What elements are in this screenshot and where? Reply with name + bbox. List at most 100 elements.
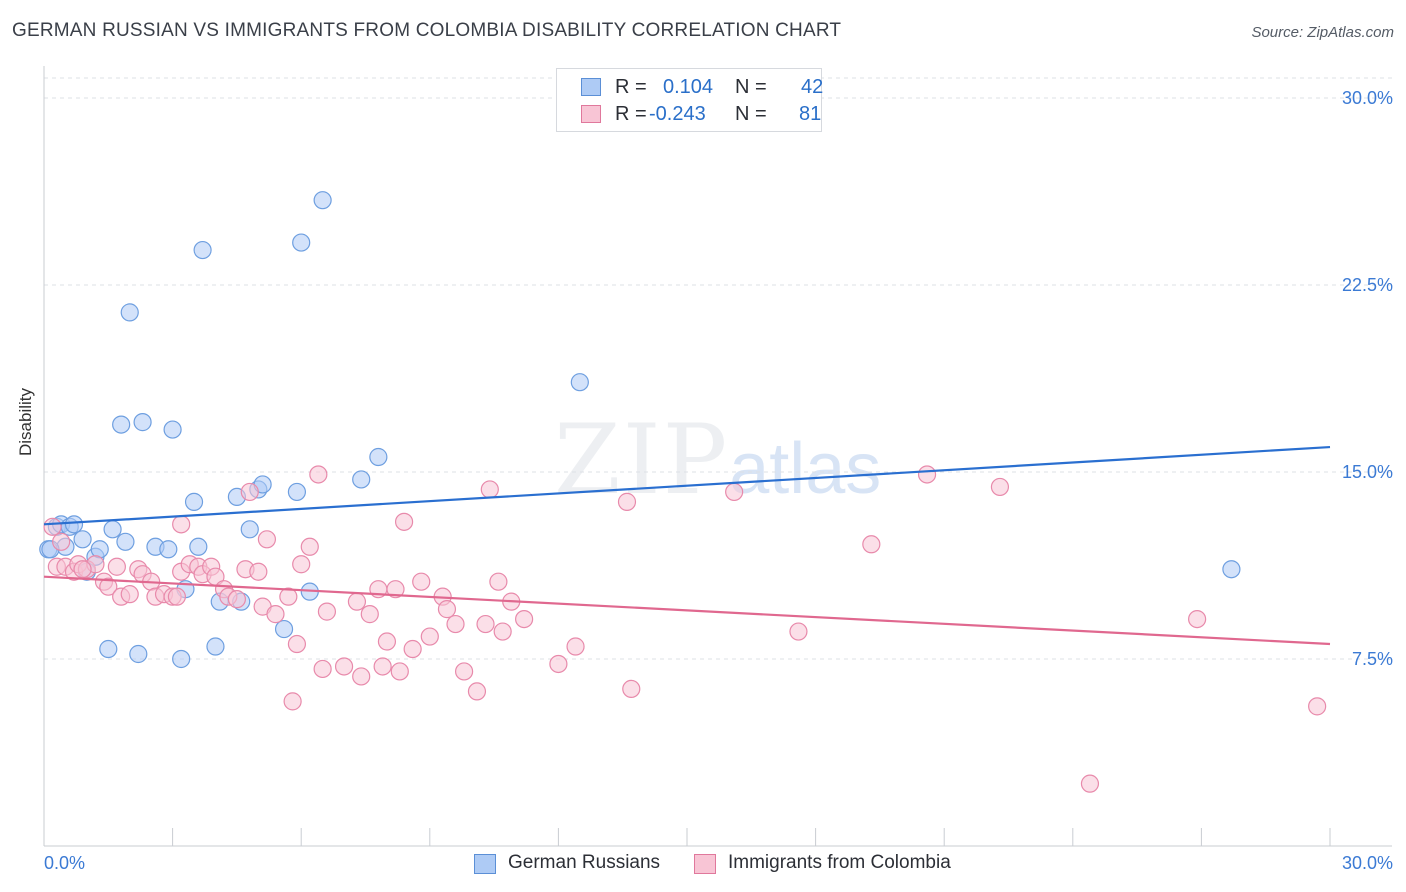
german-russian-point [240, 520, 259, 539]
watermark: ZIPatlas [554, 404, 881, 516]
legend-swatch-pink [581, 105, 601, 123]
german-russian-point [120, 303, 139, 322]
colombia-point [279, 587, 298, 606]
colombia-point [107, 557, 126, 576]
german-russian-point [1222, 560, 1241, 579]
german-russian-point [570, 373, 589, 392]
bottom-legend-swatch-blue [474, 854, 496, 874]
legend-n-label: N = [735, 76, 767, 98]
colombia-point [493, 622, 512, 641]
colombia-point [287, 634, 307, 654]
german-russian-point [133, 413, 152, 432]
legend-swatch-blue [581, 78, 601, 96]
german-russian-point [369, 447, 388, 467]
german-russian-point [64, 515, 84, 534]
german-russian-point [103, 520, 122, 539]
colombia-point [309, 465, 328, 484]
bottom-legend-swatch-pink [694, 854, 716, 874]
colombia-point [240, 482, 259, 502]
colombia-point [467, 682, 487, 701]
x-tick-label-max: 30.0% [1342, 853, 1393, 873]
colombia-point [172, 515, 191, 534]
colombia-point [317, 602, 337, 621]
legend-r-label: R = [615, 76, 647, 98]
colombia-point [266, 605, 285, 624]
german-russian-point [184, 492, 204, 511]
legend-n-value: 42 [801, 76, 824, 98]
colombia-point [549, 654, 568, 674]
german-russian-point [129, 644, 148, 664]
colombia-point [990, 477, 1010, 497]
german-russian-point [73, 530, 92, 549]
colombia-point [52, 532, 71, 551]
german-russian-point [206, 637, 225, 656]
legend-r-label: R = [615, 103, 647, 125]
y-tick-label: 15.0% [1342, 462, 1393, 482]
colombia-point [515, 609, 534, 629]
legend-n-label: N = [735, 103, 767, 125]
german-russian-point [292, 233, 311, 252]
colombia-point [292, 555, 311, 574]
german-russian-point [99, 639, 118, 659]
colombia-point [313, 659, 332, 679]
german-russian-point [189, 537, 208, 556]
colombia-point [617, 492, 637, 511]
german-russian-point [163, 420, 182, 439]
german-russian-point [112, 415, 131, 434]
colombia-point [394, 512, 414, 531]
german-russian-point [90, 540, 109, 559]
colombia-point [257, 530, 277, 549]
colombia-point [566, 637, 585, 656]
colombia-point [403, 639, 422, 659]
colombia-point [167, 587, 186, 606]
colombia-point [334, 657, 354, 676]
colombia-point [347, 592, 367, 611]
colombia-point [373, 657, 392, 676]
colombia-point [99, 577, 118, 596]
legend-r-value: 0.104 [663, 76, 714, 98]
legend-n-value: 81 [799, 103, 822, 125]
legend-r-value: -0.243 [649, 103, 706, 125]
german-russian-point [287, 482, 307, 502]
colombia-point [249, 562, 268, 581]
german-russian-point [352, 470, 371, 489]
y-tick-label: 22.5% [1342, 275, 1393, 295]
colombia-point [476, 614, 495, 634]
german-russian-point [313, 191, 332, 210]
watermark-atlas: atlas [729, 429, 882, 509]
watermark-zip: ZIP [554, 404, 730, 516]
colombia-point [1188, 609, 1207, 629]
colombia-point [789, 622, 808, 641]
colombia-point [377, 632, 397, 651]
y-tick-label: 30.0% [1342, 88, 1393, 108]
colombia-point [420, 627, 439, 646]
german-russian-point [116, 532, 135, 551]
colombia-point [1308, 697, 1327, 716]
german-russian-point [274, 619, 294, 639]
colombia-point [73, 560, 92, 579]
german-russian-point [159, 540, 178, 559]
x-tick-label-min: 0.0% [44, 853, 85, 873]
colombia-point [480, 480, 499, 499]
colombia-point [390, 662, 409, 681]
german-russian-point [193, 240, 212, 260]
colombia-point [446, 614, 465, 634]
colombia-point [1080, 774, 1100, 793]
source-label: Source: ZipAtlas.com [1251, 24, 1394, 41]
colombia-point [917, 465, 937, 484]
colombia-point [437, 600, 457, 619]
colombia-point [300, 537, 319, 556]
colombia-point [352, 667, 371, 686]
colombia-point [283, 692, 302, 711]
colombia-point [43, 517, 62, 536]
german-russian-trend-line [43, 445, 1331, 526]
colombia-point [120, 585, 139, 604]
german-russian-point [172, 649, 191, 669]
colombia-point [489, 572, 508, 591]
y-tick-label: 7.5% [1352, 649, 1393, 669]
correlation-legend: R = 0.104 N = 42 R = -0.243 N = 81 [556, 68, 824, 132]
colombia-point [412, 572, 431, 591]
bottom-legend-label: Immigrants from Colombia [728, 852, 951, 873]
colombia-point [386, 580, 405, 599]
